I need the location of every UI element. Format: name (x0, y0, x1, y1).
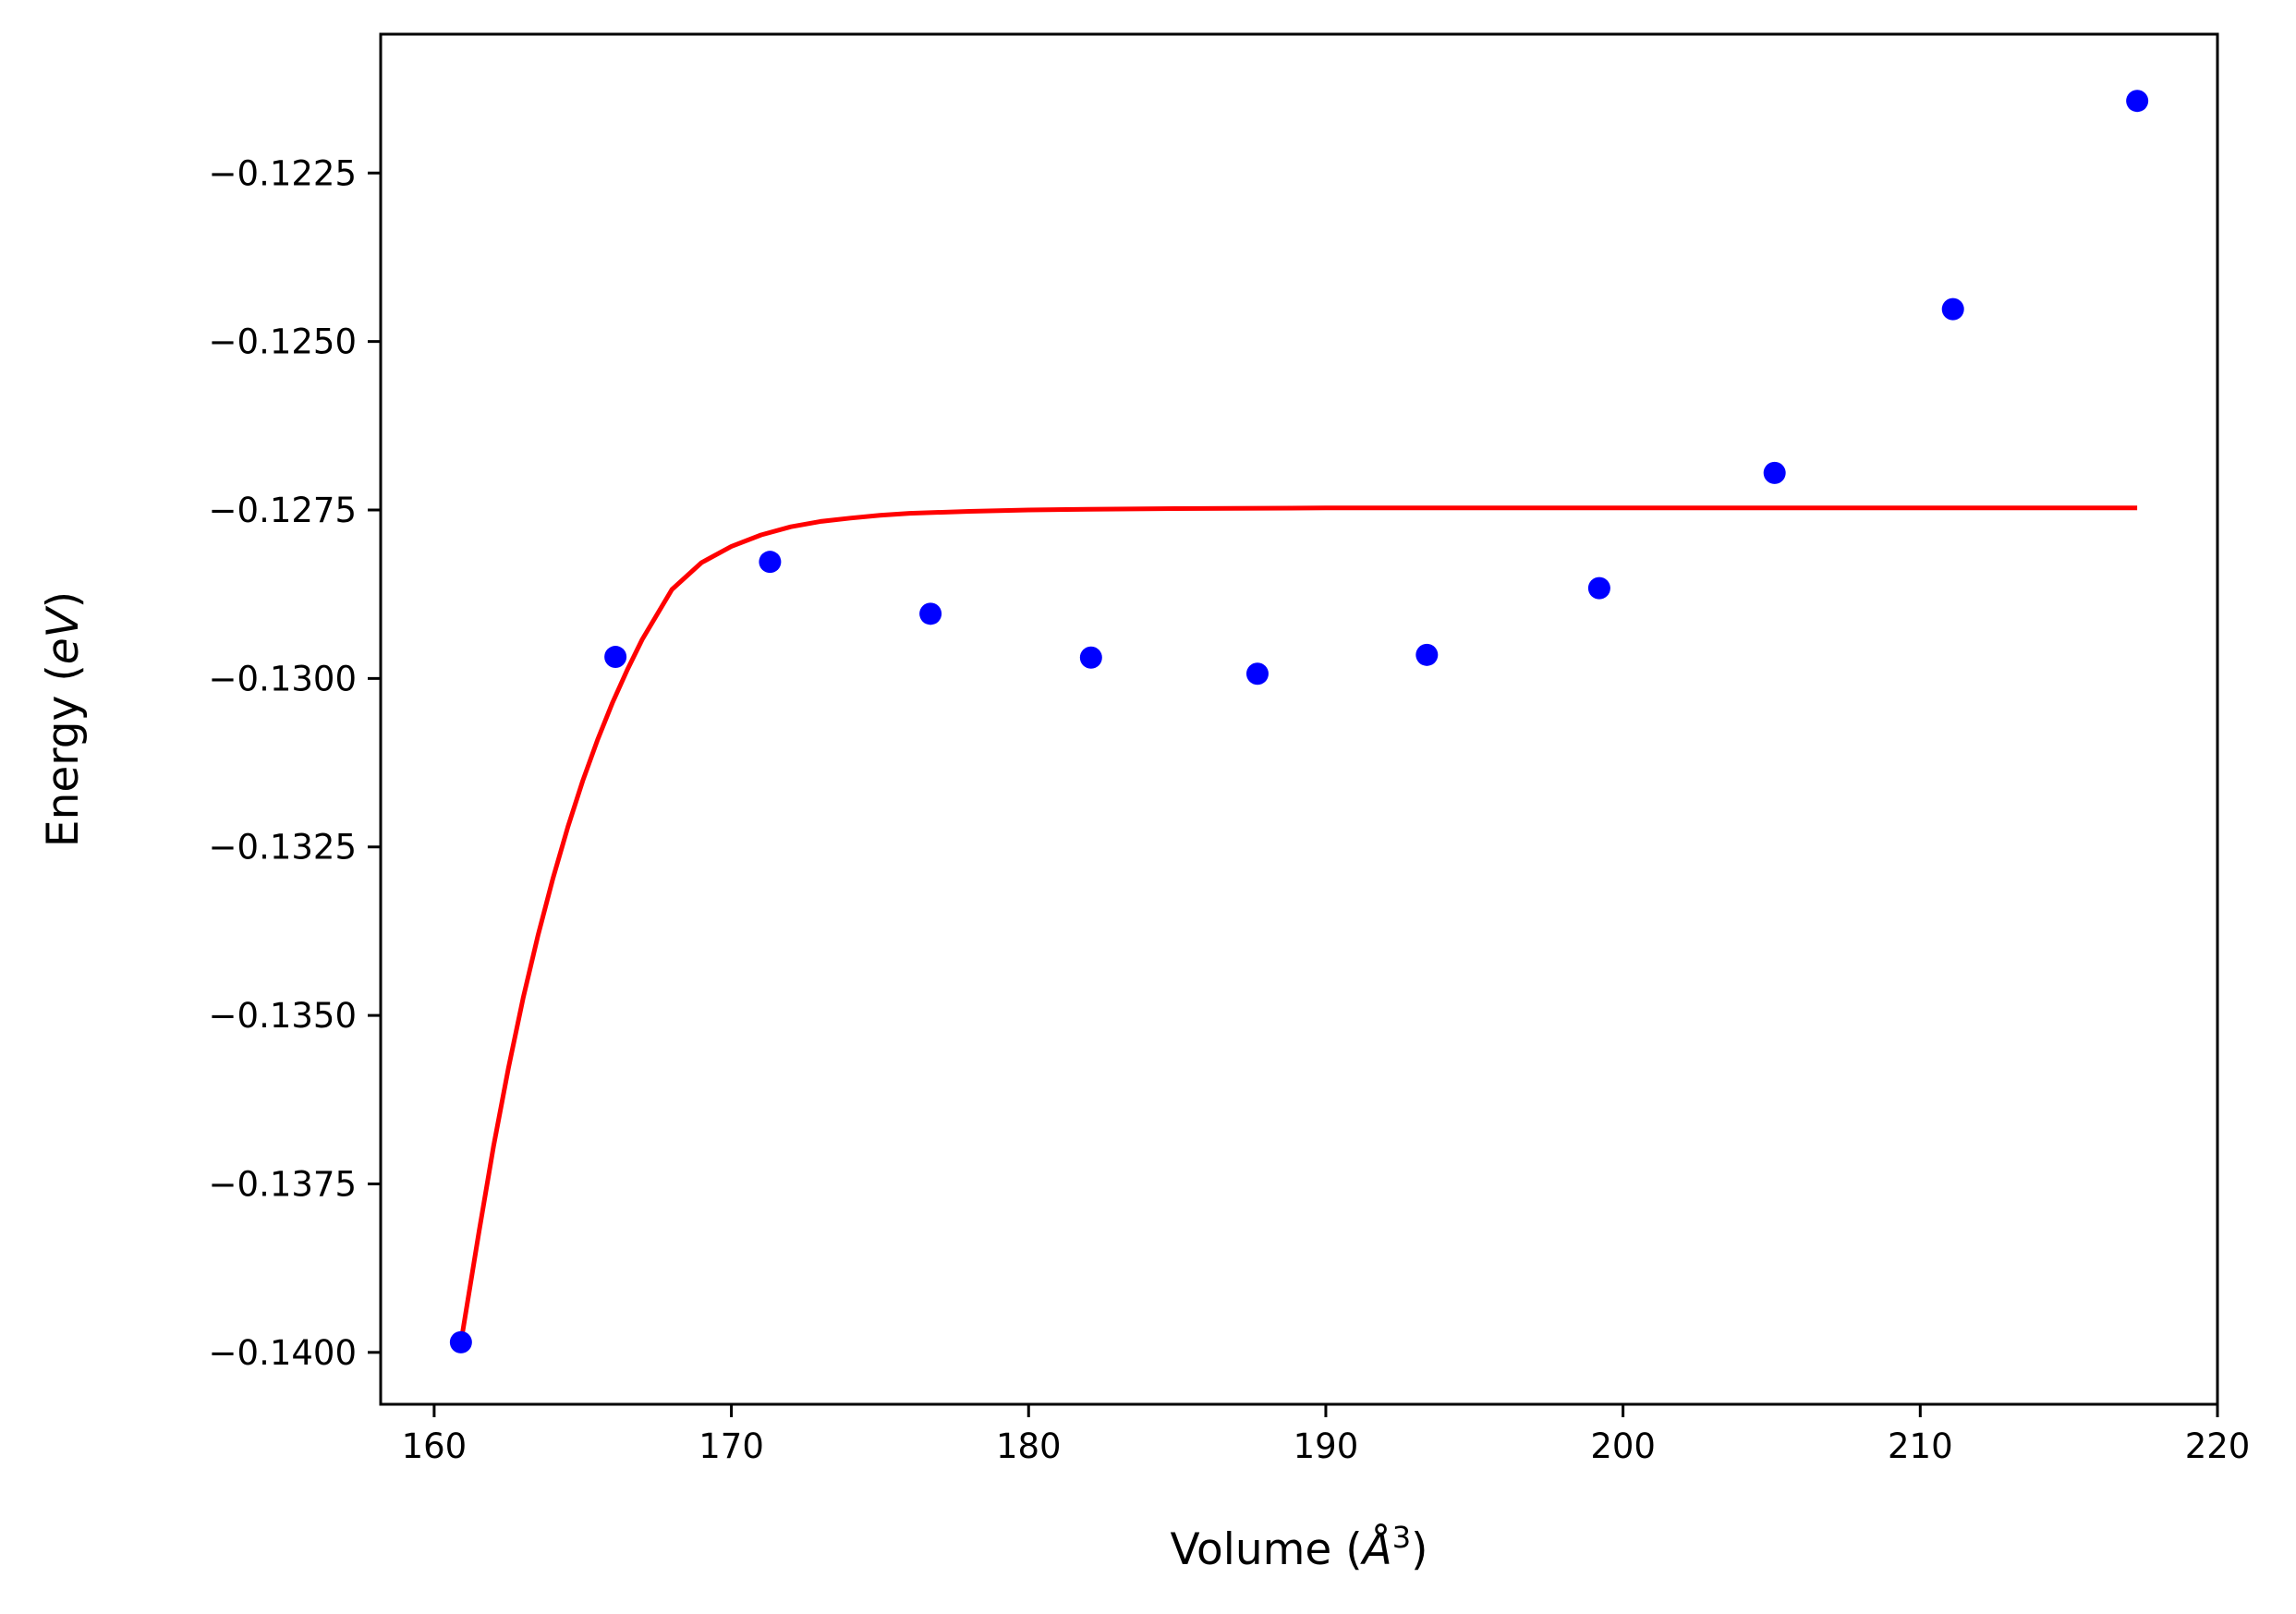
data-point (1415, 643, 1439, 666)
data-point (1079, 646, 1102, 669)
x-tick-label: 200 (1590, 1426, 1656, 1466)
y-tick-label: −0.1400 (209, 1333, 357, 1373)
data-point (919, 602, 942, 625)
x-axis-label: Volume (Å3) (1171, 1520, 1428, 1575)
y-tick-label: −0.1300 (209, 659, 357, 698)
x-tick-label: 160 (402, 1426, 468, 1466)
plot-area-frame (379, 32, 2219, 1406)
y-axis-label: Energy (eV) (38, 591, 89, 847)
fit-curve-layer (458, 505, 2138, 1343)
x-tick-label: 170 (699, 1426, 764, 1466)
y-tick-label: −0.1325 (209, 828, 357, 868)
data-point (759, 551, 782, 574)
y-tick-label: −0.1275 (209, 491, 357, 530)
data-point (604, 646, 627, 669)
data-point (2126, 90, 2149, 113)
data-point (449, 1330, 472, 1353)
y-tick-label: −0.1225 (209, 153, 357, 193)
data-point (1941, 297, 1964, 321)
fit-curve-line (458, 505, 2138, 1343)
x-tick-label: 180 (996, 1426, 1062, 1466)
data-point (1245, 662, 1269, 686)
x-axis-ticks: 160 170 180 190 200 210 220 (402, 1404, 2251, 1466)
y-tick-label: −0.1350 (209, 996, 357, 1036)
data-point (1587, 576, 1610, 600)
y-tick-label: −0.1250 (209, 322, 357, 362)
x-tick-label: 220 (2185, 1426, 2251, 1466)
x-tick-label: 210 (1888, 1426, 1953, 1466)
y-axis-ticks: −0.1400 −0.1375 −0.1350 −0.1325 −0.1300 −0.12… (209, 153, 381, 1373)
data-points-layer (449, 90, 2149, 1353)
x-tick-label: 190 (1294, 1426, 1359, 1466)
data-point (1763, 461, 1786, 484)
y-tick-label: −0.1375 (209, 1164, 357, 1204)
